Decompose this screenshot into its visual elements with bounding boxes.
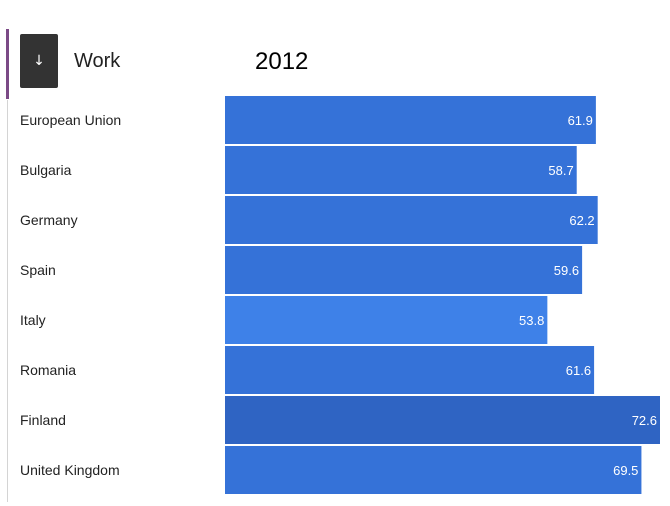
bar[interactable] [225, 96, 596, 144]
category-label: Spain [20, 262, 56, 278]
value-label: 61.6 [566, 363, 591, 378]
category-label: European Union [20, 112, 121, 128]
arrow-down-icon: ↓ [33, 53, 45, 69]
value-label: 59.6 [554, 263, 579, 278]
divider-line [7, 100, 8, 502]
bar[interactable] [225, 246, 583, 294]
sort-button[interactable]: ↓ [20, 34, 58, 88]
accent-rule [6, 29, 9, 99]
category-label: Germany [20, 212, 78, 228]
value-label: 61.9 [568, 113, 593, 128]
category-label: Finland [20, 412, 66, 428]
bar[interactable] [225, 446, 642, 494]
category-label: Italy [20, 312, 46, 328]
value-label: 58.7 [548, 163, 573, 178]
bar[interactable] [225, 196, 598, 244]
category-label: United Kingdom [20, 462, 120, 478]
value-label: 62.2 [569, 213, 594, 228]
bar[interactable] [225, 296, 548, 344]
value-label: 69.5 [613, 463, 638, 478]
year-label: 2012 [255, 48, 309, 75]
value-label: 53.8 [519, 313, 544, 328]
bar[interactable] [225, 146, 577, 194]
value-label: 72.6 [632, 413, 657, 428]
category-label: Bulgaria [20, 162, 72, 178]
indicator-title: Work [74, 50, 121, 72]
bar[interactable] [225, 396, 660, 444]
bar[interactable] [225, 346, 595, 394]
category-label: Romania [20, 362, 76, 378]
